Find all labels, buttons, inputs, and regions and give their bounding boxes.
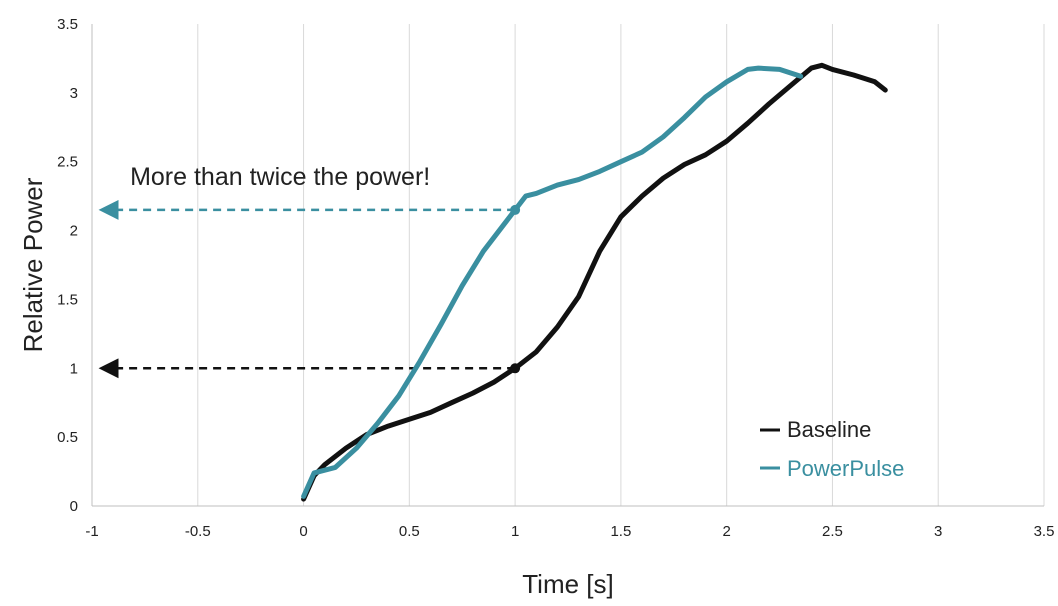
legend-label-baseline: Baseline bbox=[787, 417, 871, 442]
y-tick-label: 1.5 bbox=[57, 291, 78, 308]
grid bbox=[197, 24, 1045, 506]
y-tick-label: 2 bbox=[70, 223, 78, 240]
annotations: More than twice the power! bbox=[130, 163, 430, 191]
x-tick-label: 3 bbox=[934, 523, 942, 540]
x-tick-label: 1 bbox=[511, 523, 519, 540]
x-tick-label: 2.5 bbox=[822, 523, 843, 540]
markers bbox=[510, 204, 521, 374]
y-tick-label: 1 bbox=[70, 360, 78, 377]
marker-point bbox=[510, 204, 521, 215]
x-tick-label: 3.5 bbox=[1034, 523, 1055, 540]
y-tick-label: 2.5 bbox=[57, 154, 78, 171]
legend: Baseline PowerPulse bbox=[760, 417, 904, 481]
x-tick-label: 0 bbox=[299, 523, 307, 540]
legend-label-powerpulse: PowerPulse bbox=[787, 456, 904, 481]
arrows bbox=[98, 199, 516, 379]
y-tick-label: 0.5 bbox=[57, 429, 78, 446]
series-line-baseline bbox=[301, 62, 888, 502]
y-tick-label: 3.5 bbox=[57, 16, 78, 33]
y-tick-labels: 0 0.5 1 1.5 2 2.5 3 3.5 bbox=[57, 16, 78, 515]
x-tick-labels: -1 -0.5 0 0.5 1 1.5 2 2.5 3 3.5 bbox=[85, 523, 1054, 540]
x-tick-label: 2 bbox=[722, 523, 730, 540]
y-tick-label: 3 bbox=[70, 85, 78, 102]
marker-point bbox=[510, 363, 521, 374]
x-tick-label: 0.5 bbox=[399, 523, 420, 540]
annotation-text: More than twice the power! bbox=[130, 163, 430, 191]
x-tick-label: 1.5 bbox=[610, 523, 631, 540]
x-tick-label: -0.5 bbox=[185, 523, 211, 540]
x-axis-title: Time [s] bbox=[522, 569, 613, 599]
x-tick-label: -1 bbox=[85, 523, 98, 540]
series-line-powerpulse bbox=[301, 65, 804, 499]
axes bbox=[91, 24, 1044, 507]
series bbox=[301, 62, 888, 502]
y-tick-label: 0 bbox=[70, 498, 78, 515]
y-axis-title: Relative Power bbox=[18, 177, 48, 352]
